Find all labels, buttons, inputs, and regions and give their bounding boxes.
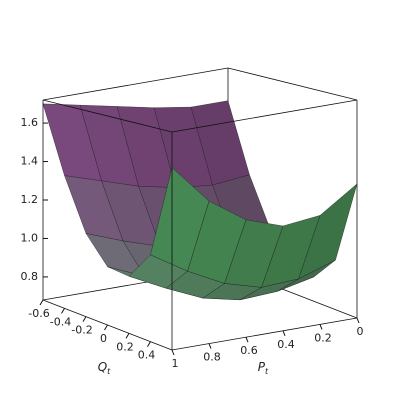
x-axis-label-main: Q — [98, 360, 107, 374]
surface — [42, 100, 358, 301]
y-tick — [356, 317, 360, 324]
y-tick — [319, 324, 323, 330]
y-axis-label-main: P — [258, 360, 266, 374]
x-tick — [82, 316, 87, 322]
x-tick-label: -0.6 — [28, 307, 49, 320]
y-tick-label: 0.6 — [240, 344, 258, 357]
z-tick-label: 1.0 — [21, 231, 39, 244]
y-tick-label: 0.8 — [203, 351, 221, 364]
y-tick — [171, 349, 175, 356]
z-tick-label: 1.2 — [21, 193, 39, 206]
x-tick — [125, 333, 130, 339]
y-axis-label: Pt — [258, 360, 269, 376]
x-tick — [39, 299, 44, 306]
box-edge — [227, 67, 358, 101]
y-tick-label: 1 — [172, 357, 179, 370]
box-edge — [42, 99, 173, 133]
z-tick-label: 1.4 — [21, 155, 39, 168]
x-axis-label: Qt — [98, 360, 111, 376]
z-tick-label: 0.8 — [21, 270, 39, 283]
x-tick-label: 0.2 — [116, 340, 134, 353]
x-tick-label: -0.4 — [50, 315, 71, 328]
x-tick-label: 0 — [100, 332, 107, 345]
x-tick — [61, 308, 65, 314]
y-axis-label-sub: t — [265, 367, 269, 376]
x-tick — [147, 341, 151, 347]
y-tick-label: 0.2 — [314, 331, 332, 344]
x-tick — [104, 324, 108, 331]
y-tick — [245, 337, 249, 343]
box-front: -0.6-0.4-0.2 0 0.2 0.4 1 0.8 0.6 0.4 0.2 0 0.8 1.0 1… — [21, 67, 364, 370]
y-tick — [282, 330, 286, 336]
z-tick-label: 1.6 — [21, 116, 39, 129]
y-tick-label: 0 — [357, 325, 364, 338]
y-tick-label: 0.4 — [277, 338, 295, 351]
x-tick-label: 0.4 — [138, 349, 156, 362]
box-edge — [42, 67, 229, 101]
box-edge — [171, 317, 358, 351]
x-tick-label: -0.2 — [71, 324, 92, 337]
box-edge — [171, 99, 358, 133]
x-axis-label-sub: t — [107, 367, 111, 376]
y-tick — [208, 343, 212, 349]
